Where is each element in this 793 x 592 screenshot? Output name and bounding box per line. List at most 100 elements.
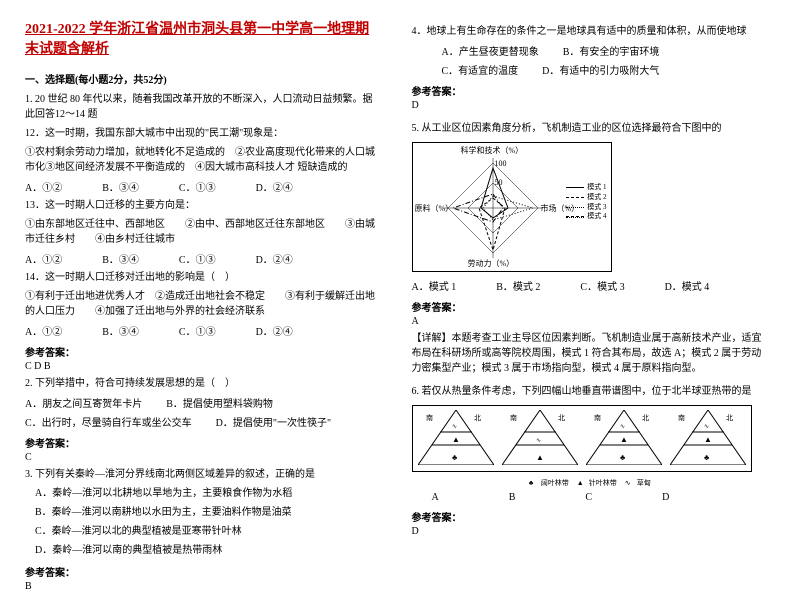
answer-label: 参考答案： xyxy=(25,344,382,359)
svg-text:▲: ▲ xyxy=(704,435,712,444)
choice-a: A．模式 1 xyxy=(412,278,457,293)
q2-a: A．朋友之间互寄贺年卡片 xyxy=(25,395,142,410)
q2-c: C．出行时，尽量骑自行车或坐公交车 xyxy=(25,414,192,429)
tick-50: 50 xyxy=(495,178,503,187)
legend-3: 模式 3 xyxy=(587,203,606,213)
svg-text:∿: ∿ xyxy=(704,424,709,430)
choice-d: D xyxy=(662,492,669,503)
explain-body: 本题考查工业主导区位因素判断。飞机制造业属于高新技术产业，适宜布局在科研场所或高… xyxy=(412,333,762,374)
svg-text:♣: ♣ xyxy=(704,453,710,462)
choice-a: A．①② xyxy=(25,179,62,194)
svg-text:北: 北 xyxy=(558,414,565,422)
q12-choices: A．①② B．③④ C．①③ D．②④ xyxy=(25,179,382,194)
svg-text:南: 南 xyxy=(678,413,685,422)
q3-text: 3. 下列有关秦岭—淮河分界线南北两侧区域差异的叙述，正确的是 xyxy=(25,467,382,482)
q3-c: C．秦岭—淮河以北的典型植被是亚寒带针叶林 xyxy=(25,524,382,539)
q3-d: D．秦岭—淮河以南的典型植被是热带雨林 xyxy=(25,543,382,558)
right-column: 4．地球上有生命存在的条件之一是地球具有适中的质量和体积，从而使地球 A．产生昼… xyxy=(412,20,769,541)
q4-row2: C．有适宜的温度 D．有适中的引力吸附大气 xyxy=(442,62,769,77)
svg-text:北: 北 xyxy=(474,414,481,422)
q14-opts: ①有利于迁出地进优秀人才 ②造成迁出地社会不稳定 ③有利于缓解迁出地的人口压力 … xyxy=(25,289,382,319)
q12-opts: ①农村剩余劳动力增加，就地转化不足造成的 ②农业高度现代化带来的人口城市化③地区… xyxy=(25,145,382,175)
choice-a: A．①② xyxy=(25,323,62,338)
radar-top-label: 科学和技术（%） xyxy=(461,145,524,156)
document-title: 2021-2022 学年浙江省温州市洞头县第一中学高一地理期末试题含解析 xyxy=(25,20,382,59)
svg-text:♣: ♣ xyxy=(452,453,458,462)
svg-text:∿: ∿ xyxy=(536,438,541,444)
answer-label: 参考答案： xyxy=(412,509,769,524)
svg-text:南: 南 xyxy=(594,413,601,422)
q4-b: B．有安全的宇宙环境 xyxy=(563,43,660,58)
choice-b: B．③④ xyxy=(102,179,139,194)
radar-left-label: 原料（%） xyxy=(415,203,454,214)
choice-c: C．①③ xyxy=(179,251,216,266)
leg-2: 针叶林带 xyxy=(589,478,617,488)
svg-text:∿: ∿ xyxy=(452,424,457,430)
answer-label: 参考答案： xyxy=(412,299,769,314)
choice-b: B．模式 2 xyxy=(496,278,540,293)
svg-text:♣: ♣ xyxy=(620,453,626,462)
choice-c: C．①③ xyxy=(179,323,216,338)
answer-4: D xyxy=(412,100,769,111)
svg-text:南: 南 xyxy=(426,413,433,422)
mtn-c: 南北♣▲∿ xyxy=(585,410,663,467)
q4-a: A．产生昼夜更替现象 xyxy=(442,43,539,58)
answer-1: C D B xyxy=(25,361,382,372)
answer-5: A xyxy=(412,316,769,327)
mtn-b: 南 北 ▲ ∿ xyxy=(501,410,579,467)
q5-choices: A．模式 1 B．模式 2 C．模式 3 D．模式 4 xyxy=(412,278,769,293)
q2-text: 2. 下列举措中，符合可持续发展思想的是（ ） xyxy=(25,376,382,391)
answer-6: D xyxy=(412,526,769,537)
q2-row1: A．朋友之间互寄贺年卡片 B．提倡使用塑料袋购物 xyxy=(25,395,382,410)
q14-text: 14．这一时期人口迁移对迁出地的影响是（ ） xyxy=(25,270,382,285)
radar-legend: 模式 1 模式 2 模式 3 模式 4 xyxy=(566,183,606,222)
svg-text:南: 南 xyxy=(510,413,517,422)
choice-b: B xyxy=(509,492,516,503)
svg-text:▲: ▲ xyxy=(452,435,460,444)
q4-d: D．有适中的引力吸附大气 xyxy=(542,62,659,77)
svg-text:北: 北 xyxy=(726,414,733,422)
legend-4: 模式 4 xyxy=(587,212,606,222)
explain5: 【详解】本题考查工业主导区位因素判断。飞机制造业属于高新技术产业，适宜布局在科研… xyxy=(412,331,769,376)
q4-row1: A．产生昼夜更替现象 B．有安全的宇宙环境 xyxy=(442,43,769,58)
legend-2: 模式 2 xyxy=(587,193,606,203)
leg-1: 阔叶林带 xyxy=(541,478,569,488)
answer-label: 参考答案： xyxy=(25,564,382,579)
q6-text: 6. 若仅从热量条件考虑，下列四幅山地垂直带谱图中，位于北半球亚热带的是 xyxy=(412,384,769,399)
leg-3: 草甸 xyxy=(637,478,651,488)
choice-d: D．②④ xyxy=(256,179,293,194)
choice-a: A xyxy=(432,492,439,503)
q13-opts: ①由东部地区迁往中、西部地区 ②由中、西部地区迁往东部地区 ③由城市迁往乡村 ④… xyxy=(25,217,382,247)
choice-b: B．③④ xyxy=(102,251,139,266)
q12-text: 12．这一时期，我国东部大城市中出现的"民工潮"现象是： xyxy=(25,126,382,141)
svg-text:北: 北 xyxy=(642,414,649,422)
mountain-diagram: 南 北 ♣ ▲ ∿ 南 北 ▲ ∿ 南 北 ♣ ▲ ∿ 南 北 ♣ ▲ ∿ xyxy=(412,405,752,472)
mountain-legend: ♣阔叶林带 ▲针叶林带 ∿草甸 xyxy=(412,478,769,488)
legend-1: 模式 1 xyxy=(587,183,606,193)
mtn-a: 南 北 ♣ ▲ ∿ xyxy=(417,410,495,467)
q3-b: B．秦岭—淮河以南耕地以水田为主，主要油料作物是油菜 xyxy=(25,505,382,520)
q3-a: A．秦岭—淮河以北耕地以旱地为主，主要粮食作物为水稻 xyxy=(25,486,382,501)
tick-100: 100 xyxy=(495,159,507,168)
explain-title: 【详解】 xyxy=(412,333,452,344)
choice-d: D．②④ xyxy=(256,251,293,266)
choice-d: D．②④ xyxy=(256,323,293,338)
choice-d: D．模式 4 xyxy=(665,278,710,293)
q2-d: D．提倡使用"一次性筷子" xyxy=(216,414,331,429)
choice-b: B．③④ xyxy=(102,323,139,338)
q6-choices: A B C D xyxy=(432,492,769,503)
answer-label: 参考答案： xyxy=(25,435,382,450)
svg-text:▲: ▲ xyxy=(536,453,544,462)
choice-c: C．①③ xyxy=(179,179,216,194)
q1-intro: 1. 20 世纪 80 年代以来，随着我国改革开放的不断深入，人口流动日益频繁。… xyxy=(25,92,382,122)
svg-text:∿: ∿ xyxy=(620,424,625,430)
radar-chart: 科学和技术（%） 原料（%） 市场（%） 劳动力（%） 50 100 模式 1 … xyxy=(412,142,612,272)
left-column: 2021-2022 学年浙江省温州市洞头县第一中学高一地理期末试题含解析 一、选… xyxy=(25,20,382,541)
q13-text: 13．这一时期人口迁移的主要方向是： xyxy=(25,198,382,213)
q14-choices: A．①② B．③④ C．①③ D．②④ xyxy=(25,323,382,338)
choice-c: C．模式 3 xyxy=(580,278,624,293)
mtn-d: 南 北 ♣ ▲ ∿ xyxy=(669,410,747,467)
section-heading: 一、选择题(每小题2分，共52分) xyxy=(25,71,382,86)
radar-bottom-label: 劳动力（%） xyxy=(468,258,515,269)
q5-text: 5. 从工业区位因素角度分析，飞机制造工业的区位选择最符合下图中的 xyxy=(412,121,769,136)
